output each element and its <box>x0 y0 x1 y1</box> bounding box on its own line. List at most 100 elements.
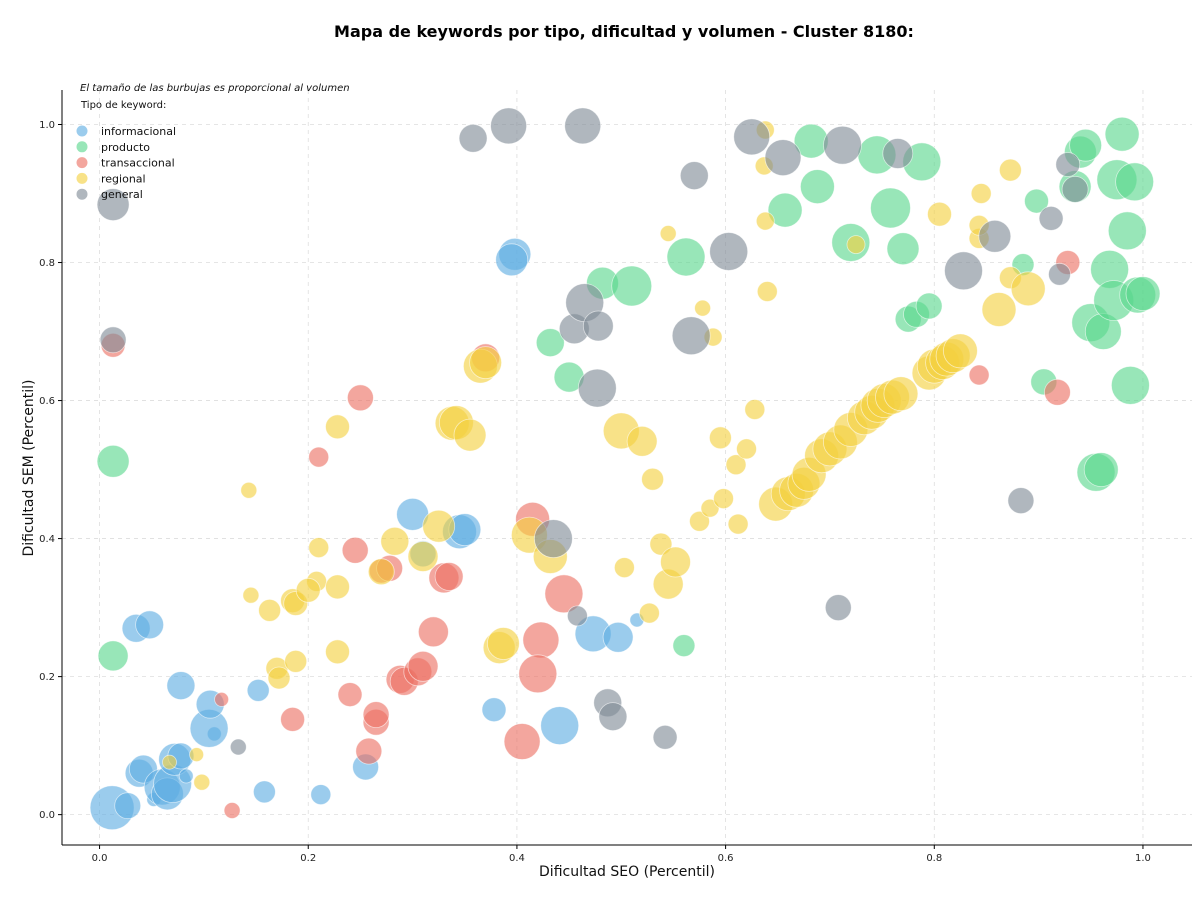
bubble-regional <box>756 281 778 302</box>
bubble-regional <box>725 454 747 476</box>
legend-label: producto <box>101 141 150 154</box>
bubble-regional <box>981 292 1017 327</box>
bubble-regional <box>380 526 410 556</box>
bubble-regional <box>639 602 660 624</box>
bubble-regional <box>240 481 258 499</box>
series-producto <box>96 116 1161 672</box>
bubble-producto <box>1069 128 1102 162</box>
bubble-regional <box>308 537 330 558</box>
bubble-general <box>709 232 749 271</box>
bubble-general <box>598 702 628 731</box>
bubble-informacional <box>178 768 194 784</box>
bubble-general <box>679 161 709 191</box>
legend: informacional producto transaccional region… <box>76 125 176 201</box>
x-tick-label: 0.6 <box>718 853 734 864</box>
grid <box>62 90 1192 845</box>
bubble-regional <box>267 666 291 690</box>
series-transaccional <box>100 250 1081 819</box>
bubble-general <box>823 125 862 165</box>
bubble-general <box>490 107 528 145</box>
legend-item-informacional: informacional <box>76 125 176 138</box>
bubble-regional <box>284 650 308 673</box>
bubble-general <box>1007 487 1035 515</box>
bubble-general <box>652 724 678 750</box>
bubble-producto <box>1083 452 1119 488</box>
bubble-general <box>824 594 852 621</box>
bubble-transaccional <box>1044 378 1071 406</box>
bubble-regional <box>614 557 635 578</box>
bubble-regional <box>469 346 503 380</box>
bubble-regional <box>626 425 658 457</box>
legend-marker <box>76 188 88 200</box>
bubble-regional <box>689 510 710 532</box>
bubble-producto <box>97 640 129 672</box>
bubble-transaccional <box>544 574 584 614</box>
bubble-general <box>671 316 711 356</box>
bubble-general <box>99 326 127 354</box>
bubble-informacional <box>114 792 142 820</box>
bubble-informacional <box>540 706 580 745</box>
bubble-general <box>229 738 247 756</box>
legend-label: informacional <box>101 125 176 138</box>
y-tick-label: 0.6 <box>39 396 55 407</box>
bubble-informacional <box>135 610 165 640</box>
bubble-regional <box>258 599 282 622</box>
bubble-regional <box>744 399 766 420</box>
bubble-transaccional <box>341 536 369 564</box>
bubble-transaccional <box>407 650 439 682</box>
x-tick-label: 0.0 <box>92 853 108 864</box>
bubble-producto <box>535 328 565 358</box>
bubble-transaccional <box>518 654 558 694</box>
legend-title: Tipo de keyword: <box>80 100 166 111</box>
series-general <box>96 107 1089 756</box>
bubble-regional <box>422 509 456 543</box>
x-tick-label: 0.8 <box>926 853 942 864</box>
bubble-producto <box>672 634 696 657</box>
series-informacional <box>89 237 645 831</box>
bubble-general <box>764 139 802 177</box>
legend-label: general <box>101 188 143 201</box>
bubble-general <box>978 219 1012 253</box>
bubble-regional <box>193 773 211 791</box>
bubble-regional <box>659 225 677 242</box>
bubble-transaccional <box>355 737 383 765</box>
bubble-producto <box>1104 116 1140 152</box>
bubble-general <box>458 123 488 153</box>
bubble-transaccional <box>968 364 990 386</box>
legend-item-producto: producto <box>76 141 150 154</box>
bubble-regional <box>883 376 919 412</box>
bubble-regional <box>367 558 395 586</box>
legend-item-transaccional: transaccional <box>76 157 175 170</box>
bubble-transaccional <box>308 446 330 468</box>
bubble-transaccional <box>346 384 374 412</box>
legend-marker <box>76 141 88 153</box>
bubble-producto <box>1107 211 1147 251</box>
bubble-regional <box>755 211 775 231</box>
x-ticks: 0.0 0.2 0.4 0.6 0.8 1.0 <box>92 845 1151 864</box>
bubble-regional <box>162 754 177 770</box>
y-axis-label: Dificultad SEM (Percentil) <box>21 380 37 557</box>
legend-label: transaccional <box>101 157 175 170</box>
bubble-informacional <box>602 621 634 653</box>
bubble-regional <box>846 235 866 255</box>
bubble-transaccional <box>280 707 306 732</box>
bubble-producto <box>915 292 943 320</box>
bubble-general <box>96 188 130 222</box>
bubble-transaccional <box>434 562 464 591</box>
legend-item-regional: regional <box>76 172 146 185</box>
bubble-producto <box>1125 276 1161 312</box>
x-axis-label: Dificultad SEO (Percentil) <box>539 864 715 880</box>
bubble-informacional <box>495 243 529 277</box>
bubble-regional <box>189 747 205 762</box>
bubble-regional <box>295 577 321 603</box>
y-tick-label: 0.8 <box>39 258 55 269</box>
bubble-regional <box>242 586 260 604</box>
bubbles-layer <box>89 107 1161 831</box>
legend-marker <box>76 125 88 137</box>
bubble-regional <box>709 426 732 450</box>
chart-title: Mapa de keywords por tipo, dificultad y … <box>334 22 914 41</box>
bubble-informacional <box>246 679 270 702</box>
bubble-general <box>534 519 573 558</box>
bubble-regional <box>943 333 978 369</box>
